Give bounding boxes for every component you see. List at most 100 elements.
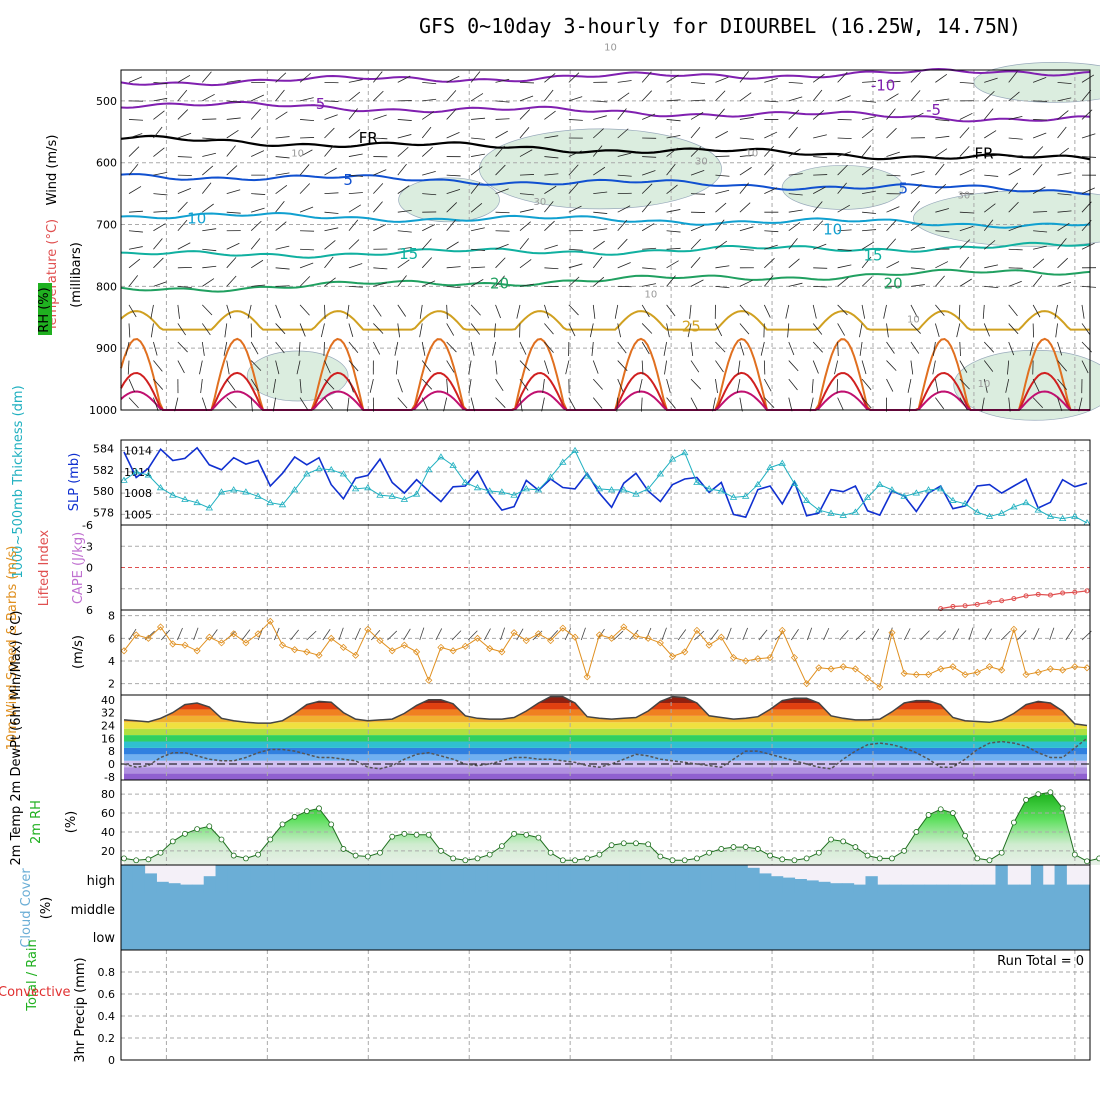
thickness-point [717, 487, 726, 494]
wind-barb [153, 81, 168, 85]
pressure-tick-label: 800 [96, 280, 117, 293]
high-cloud-bar [463, 865, 477, 893]
wind-barb [226, 79, 241, 83]
wind-barb [642, 267, 657, 270]
wind-barb [837, 164, 848, 176]
wind-barb [837, 137, 852, 140]
rh-point [486, 851, 493, 858]
wind-barb [177, 242, 191, 250]
wind-speed-point [864, 674, 872, 682]
wind-barb [324, 240, 336, 250]
wind-barb [275, 221, 287, 232]
temperature-line [123, 695, 1088, 727]
thickness-point [1022, 498, 1030, 506]
slp-tick-label: 1014 [124, 445, 152, 458]
pressure-tick-label: 500 [96, 95, 117, 108]
wind-barb [837, 95, 851, 102]
wind-barb [666, 119, 681, 122]
wind-barb [641, 71, 652, 83]
temperature-band [124, 773, 1087, 780]
wind-barb [910, 112, 924, 120]
wind-barb [593, 240, 605, 250]
wind-barb [956, 323, 961, 338]
wind-barb [909, 397, 912, 412]
thickness-point [120, 476, 128, 483]
wind-barb [742, 627, 748, 641]
lifted-index-point [1072, 589, 1078, 595]
wind-barb [861, 128, 874, 139]
wind-barb [177, 360, 185, 374]
lifted-index-point [962, 603, 968, 609]
high-cloud-bar [203, 876, 217, 893]
thickness-point [559, 458, 567, 465]
rh-point [1023, 796, 1029, 803]
wind-barb [470, 71, 481, 83]
wind-barb [910, 284, 925, 287]
lifted-index-point [938, 606, 944, 612]
wind-barb [715, 285, 730, 289]
wind-barb [1057, 378, 1068, 390]
thickness-point [230, 486, 238, 493]
pressure-units-label: (millibars) [69, 242, 84, 308]
dewpoint-line [123, 737, 1088, 770]
wind-barb [1081, 156, 1096, 158]
wind-barb [1032, 304, 1041, 318]
slp-line [123, 446, 1088, 519]
wind-barb [739, 116, 754, 120]
wind-barb [837, 264, 852, 269]
wind-barb [788, 109, 800, 120]
wind-barb [666, 163, 676, 176]
wind-barb [544, 267, 559, 270]
rh-point [633, 840, 639, 847]
wind-barb [983, 379, 988, 393]
wind-barb [446, 174, 461, 177]
wind-barb [516, 628, 524, 641]
temperature-band [124, 767, 1087, 774]
wind-barb [862, 211, 877, 214]
wind-barb [886, 206, 900, 213]
contour-label: 5 [343, 171, 353, 189]
wind-barb [324, 145, 334, 157]
wind-barb [812, 110, 825, 120]
wind-barb [861, 241, 875, 250]
wind-barb [177, 109, 189, 120]
wind-barb [470, 166, 483, 176]
wind-barb [565, 360, 570, 375]
rh-point [267, 836, 274, 843]
wind-barb [493, 323, 496, 338]
wind-barb [886, 360, 897, 371]
wind-barb [1081, 109, 1093, 120]
high-cloud-bar [369, 865, 382, 893]
thickness-tick-label: 578 [93, 506, 114, 519]
wind-barb [617, 360, 628, 372]
lifted-index-point [1084, 588, 1090, 594]
wind-barb [324, 360, 331, 374]
wind-barb [226, 275, 237, 287]
high-cloud-bar [629, 865, 642, 893]
wind-barb [641, 183, 653, 194]
wind-speed-point [900, 669, 908, 678]
high-cloud-bar [570, 865, 583, 893]
wind-barb [1007, 360, 1010, 375]
rh-point [511, 830, 517, 837]
wind-barb [812, 323, 823, 335]
wind-speed-point [608, 634, 616, 642]
wind-barb [275, 267, 290, 270]
wind-barb [641, 113, 656, 120]
wind-barb [935, 397, 945, 410]
wind-barb [861, 276, 873, 287]
wind-barb [568, 248, 583, 251]
wind-barb [153, 171, 168, 176]
wind-barb [223, 341, 228, 356]
wind-barb [348, 285, 363, 288]
wind-speed-point [181, 641, 189, 649]
wind-speed-point [1010, 625, 1018, 633]
temperature-band [124, 709, 1087, 716]
wind-barb [593, 191, 608, 195]
wind-barb [968, 627, 974, 641]
wind-speed-point [1071, 663, 1079, 671]
wind-barb [201, 397, 208, 412]
lifted-index-panel: -6 -3 0 3 6 Lifted Index CAPE (J/kg) [37, 519, 1091, 617]
wind-barb [593, 166, 606, 176]
wind-barb [1081, 89, 1092, 102]
